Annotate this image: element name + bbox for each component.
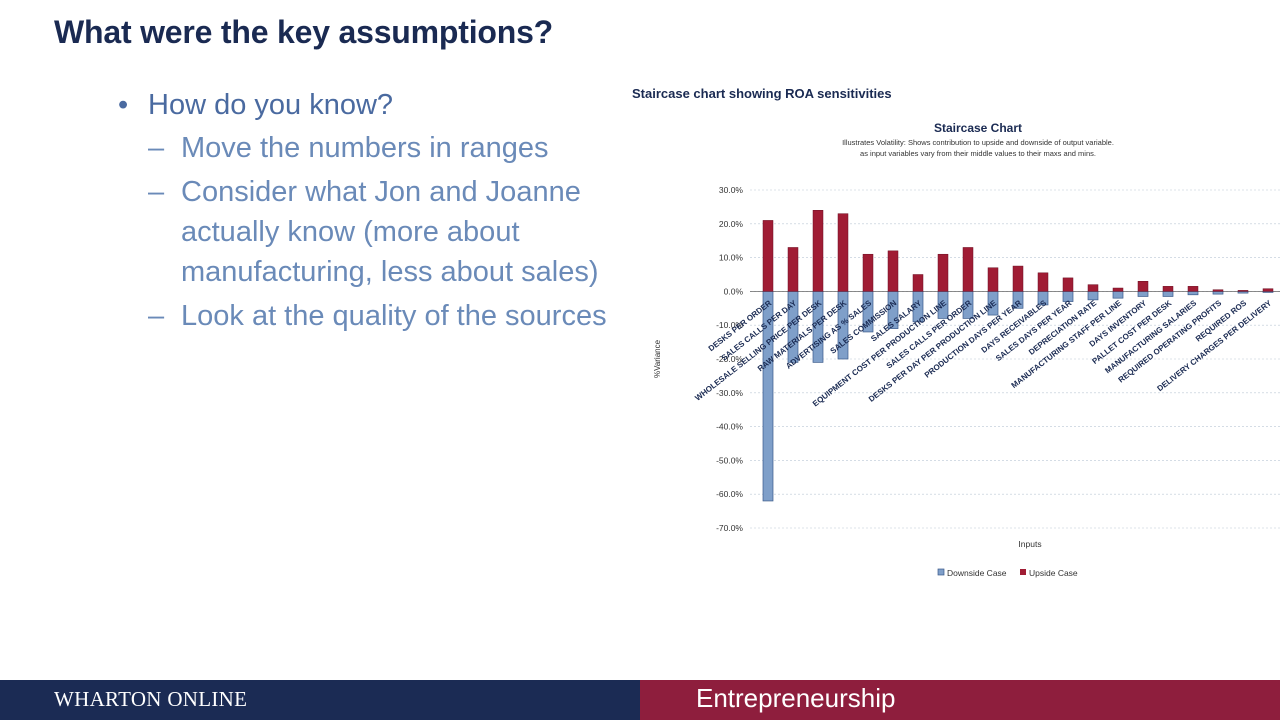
- y-tick-label: -40.0%: [716, 422, 743, 432]
- footer-left-band: WHARTON ONLINE: [0, 680, 640, 720]
- bar-upside: [962, 247, 974, 292]
- bar-upside: [1262, 288, 1274, 292]
- bullet-item: • How do you know?: [118, 86, 618, 124]
- subbullet-dash: –: [148, 132, 165, 164]
- y-tick-label: -70.0%: [716, 523, 743, 533]
- y-tick-label: -20.0%: [716, 354, 743, 364]
- bar-downside: [1187, 291, 1199, 296]
- subbullet-item: – Look at the quality of the sources: [118, 296, 618, 336]
- bar-upside: [1087, 284, 1099, 292]
- y-tick-label: 0.0%: [724, 286, 744, 296]
- x-axis-label: Inputs: [1018, 539, 1041, 549]
- bar-downside: [1162, 291, 1174, 297]
- subbullet-item: – Consider what Jon and Joanne actually …: [118, 172, 618, 292]
- staircase-chart: Staircase Chart Illustrates Volatility: …: [653, 121, 1280, 578]
- x-category-label: DELIVERY CHARGES PER DELIVERY: [1155, 298, 1273, 393]
- bar-upside: [1062, 277, 1074, 292]
- bar-upside: [787, 247, 799, 292]
- bar-upside: [1037, 272, 1049, 292]
- bullet-list: • How do you know? – Move the numbers in…: [118, 86, 618, 336]
- footer-right-band: Entrepreneurship: [640, 680, 1280, 720]
- bar-upside: [912, 274, 924, 292]
- bar-upside: [1112, 287, 1124, 292]
- y-tick-label: 20.0%: [719, 219, 744, 229]
- legend-downside-label: Downside Case: [947, 568, 1007, 578]
- bullet-dot: •: [118, 89, 129, 121]
- y-tick-label: 30.0%: [719, 185, 744, 195]
- bar-upside: [762, 220, 774, 292]
- bar-upside: [1187, 286, 1199, 292]
- footer-brand: WHARTON ONLINE: [54, 687, 248, 711]
- plot-area: 30.0% 20.0% 10.0% 0.0% -10.0% -20.0% -30.0% -40…: [693, 185, 1280, 533]
- subbullet-item: – Move the numbers in ranges: [118, 128, 618, 168]
- legend-upside-swatch: [1020, 569, 1026, 575]
- subbullet-text: Consider what Jon and Joanne actually kn…: [181, 176, 599, 288]
- y-axis-label: %Variance: [653, 339, 662, 378]
- y-tick-label: -60.0%: [716, 489, 743, 499]
- y-tick-label: 10.0%: [719, 253, 744, 263]
- chart-subtitle-line-1: Illustrates Volatility: Shows contributi…: [842, 138, 1114, 147]
- legend-downside-swatch: [937, 568, 945, 576]
- bar-upside: [1212, 289, 1224, 292]
- bar-upside: [937, 253, 949, 292]
- bullet-text: How do you know?: [148, 89, 394, 121]
- footer-course: Entrepreneurship: [696, 683, 896, 713]
- bar-upside: [1162, 286, 1174, 292]
- chart-subtitle-line-2: as input variables vary from their middl…: [860, 149, 1096, 158]
- bar-upside: [1012, 265, 1024, 292]
- y-tick-label: -50.0%: [716, 455, 743, 465]
- subbullet-text: Move the numbers in ranges: [181, 132, 549, 164]
- subbullet-text: Look at the quality of the sources: [181, 300, 607, 332]
- chart-title: Staircase Chart: [934, 121, 1022, 135]
- y-tick-label: -10.0%: [716, 320, 743, 330]
- bar-downside: [1212, 291, 1224, 295]
- bar-upside: [987, 267, 999, 292]
- y-tick-label: -30.0%: [716, 388, 743, 398]
- subbullet-dash: –: [148, 300, 165, 332]
- chart-heading: Staircase chart showing ROA sensitivitie…: [632, 86, 892, 101]
- bar-upside: [1237, 290, 1249, 292]
- bar-upside: [1137, 281, 1149, 292]
- subbullet-dash: –: [148, 176, 165, 208]
- bar-upside: [862, 253, 874, 292]
- chart-legend: Downside Case Upside Case: [937, 568, 1078, 578]
- legend-upside-label: Upside Case: [1029, 568, 1078, 578]
- bar-upside: [812, 210, 824, 292]
- bar-downside: [1137, 291, 1149, 297]
- bar-downside: [1087, 291, 1099, 301]
- bar-downside: [1112, 291, 1124, 299]
- bar-upside: [837, 213, 849, 292]
- bar-downside: [1237, 291, 1249, 294]
- slide-title: What were the key assumptions?: [54, 14, 554, 50]
- bar-upside: [887, 250, 899, 292]
